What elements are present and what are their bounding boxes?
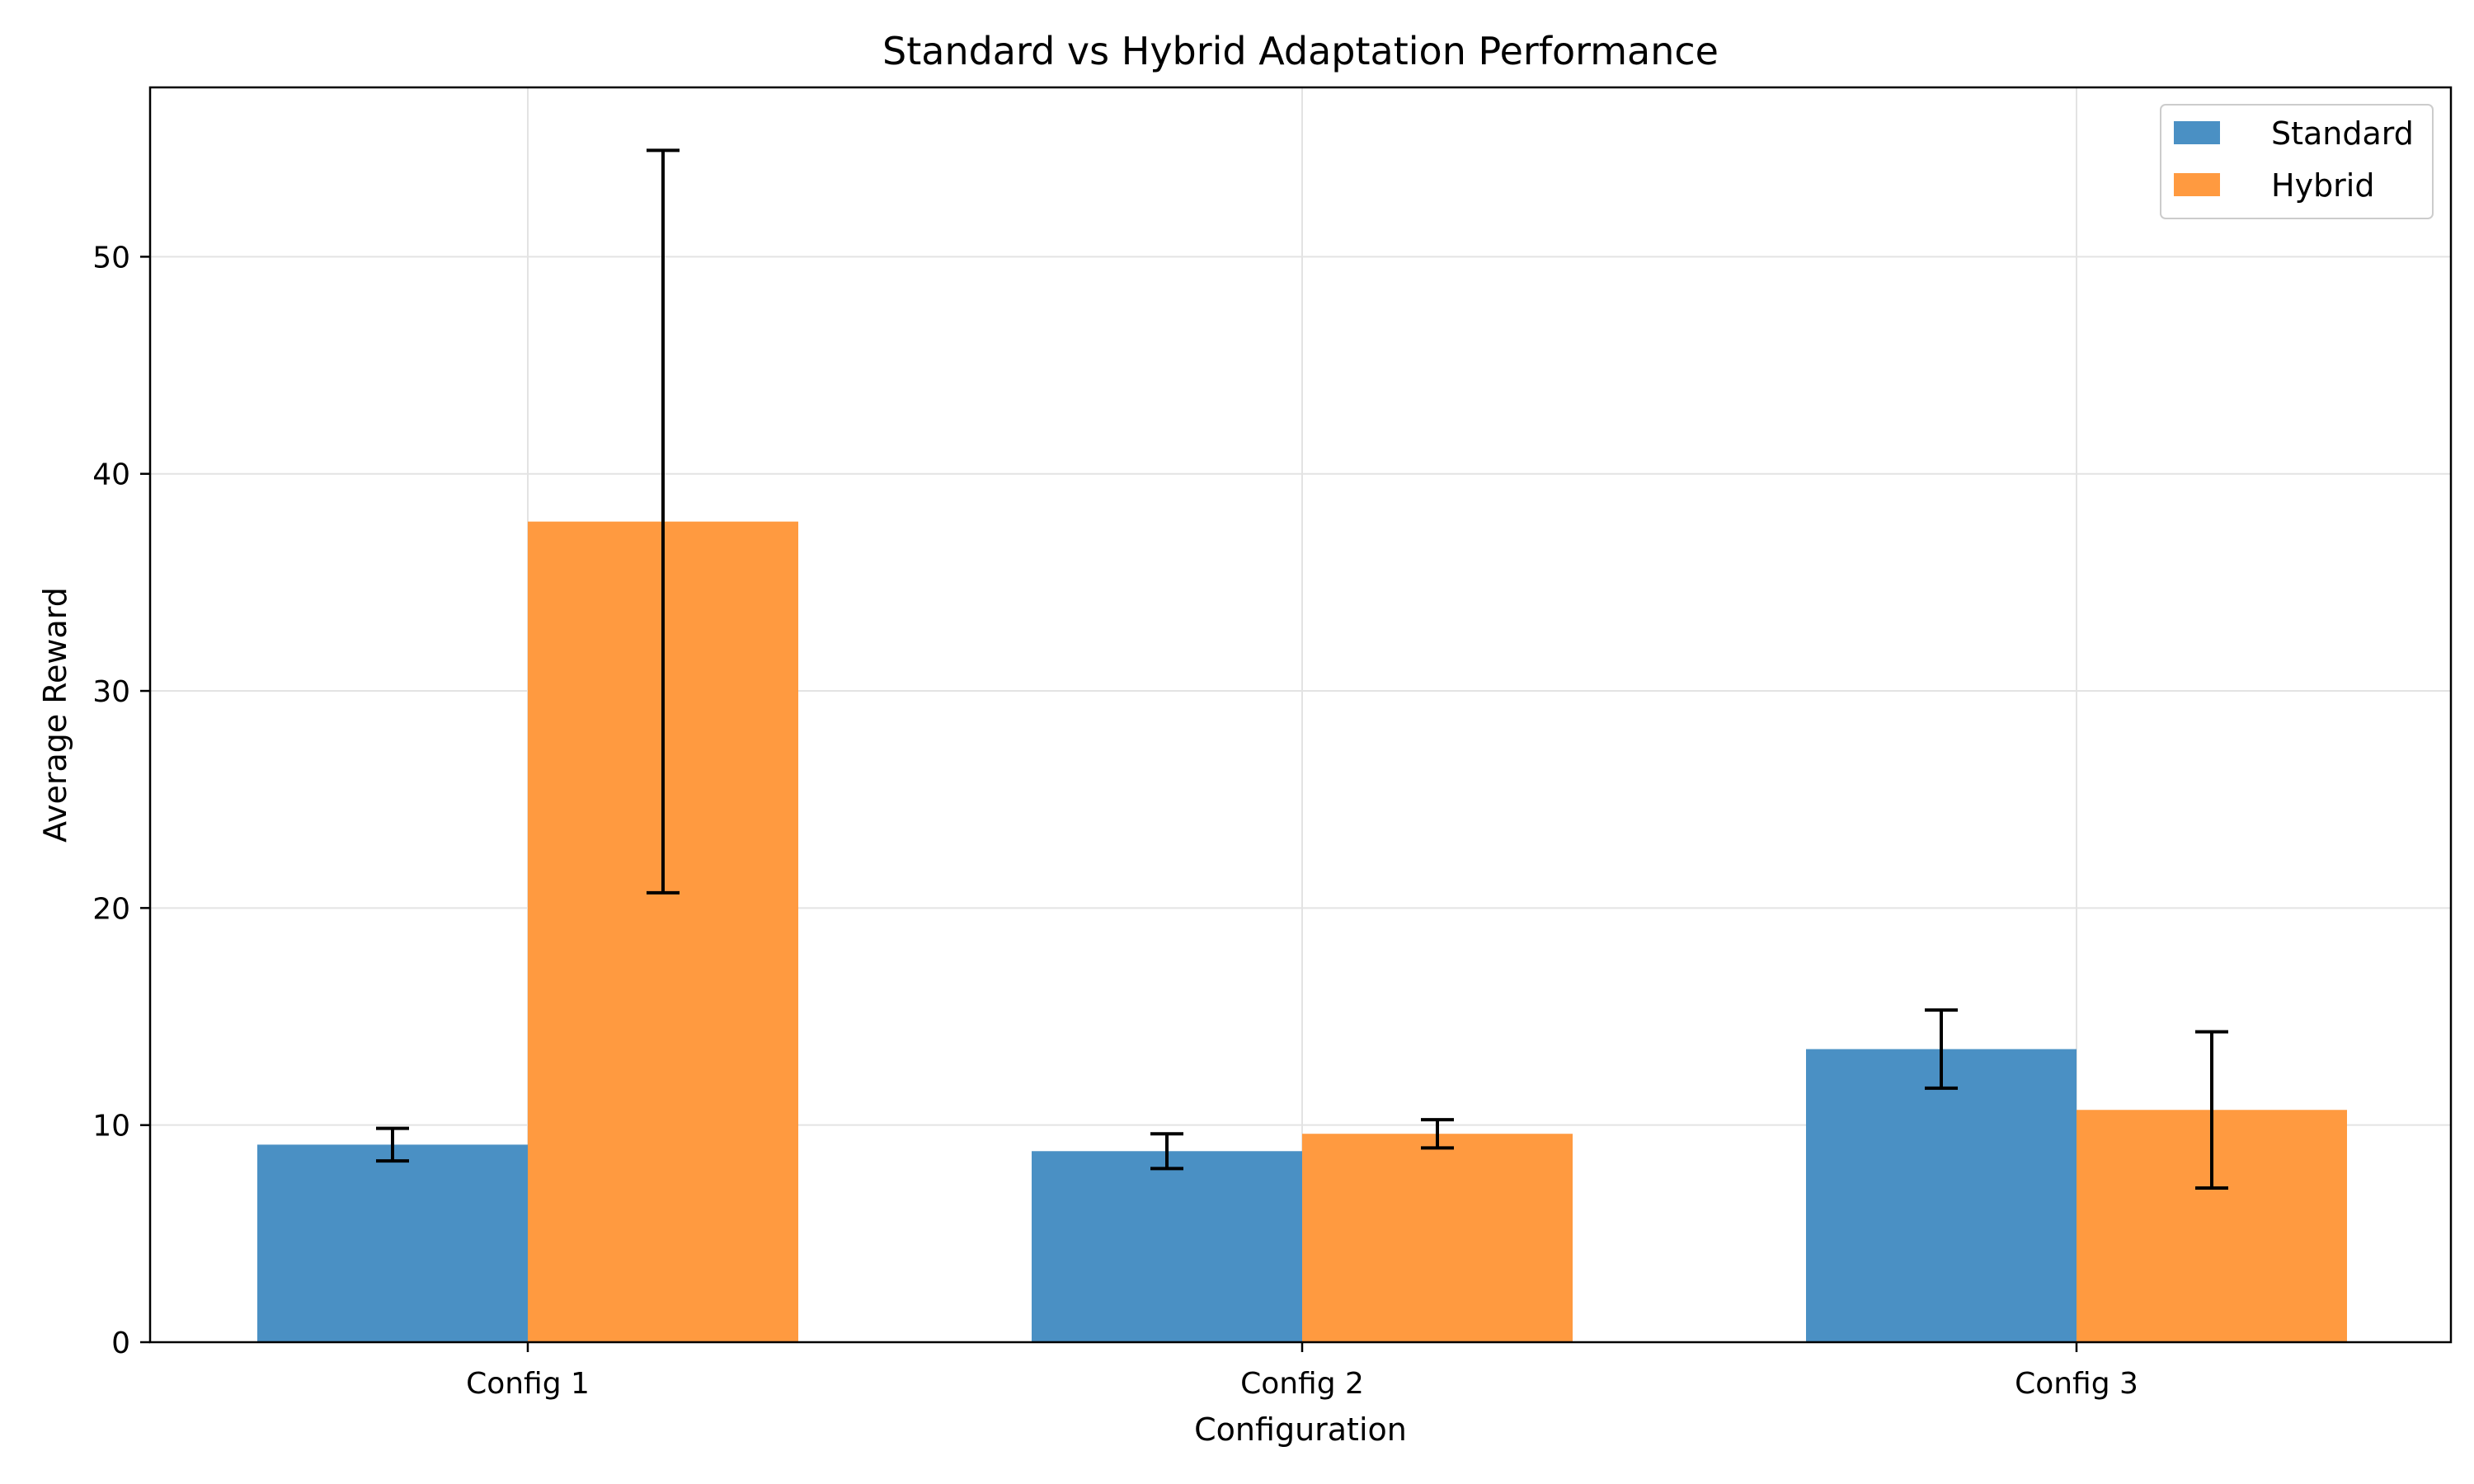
error-bar-standard-1 [376,1126,409,1163]
y-tick-label: 40 [92,458,130,492]
legend-swatch-hybrid [2174,173,2220,196]
error-bar-hybrid-3 [2195,1030,2228,1190]
y-tick-label: 50 [92,241,130,275]
chart-title: Standard vs Hybrid Adaptation Performanc… [882,29,1719,73]
bar-standard-1 [257,1144,528,1342]
x-tick-label: Config 1 [466,1367,590,1401]
bars-layer [257,521,2347,1342]
legend-box [2160,104,2434,219]
bar-hybrid-2 [1302,1134,1573,1342]
y-tick-label: 20 [92,892,130,926]
y-tick-label: 30 [92,675,130,709]
y-axis: 0 10 20 30 40 50 [92,241,150,1360]
x-tick-label: Config 2 [1240,1367,1364,1401]
legend-label-standard: Standard [2271,115,2414,152]
x-axis: Config 1 Config 2 Config 3 [466,1342,2138,1401]
plot-frame [148,86,2453,1344]
legend-swatch-standard [2174,121,2220,144]
error-bar-standard-3 [1925,1008,1958,1090]
error-bars-layer [376,148,2228,1190]
bar-standard-2 [1032,1151,1302,1342]
legend-label-hybrid: Hybrid [2271,167,2375,204]
y-tick-label: 10 [92,1110,130,1144]
legend: Standard Hybrid [2160,104,2434,219]
error-bar-hybrid-2 [1421,1118,1454,1150]
error-bar-standard-2 [1150,1132,1183,1171]
y-tick-label: 0 [111,1327,130,1360]
x-tick-label: Config 3 [2015,1367,2138,1401]
x-axis-label: Configuration [1194,1411,1407,1448]
y-axis-label: Average Reward [37,587,73,843]
error-bar-hybrid-1 [647,148,680,895]
bar-standard-3 [1806,1049,2077,1342]
